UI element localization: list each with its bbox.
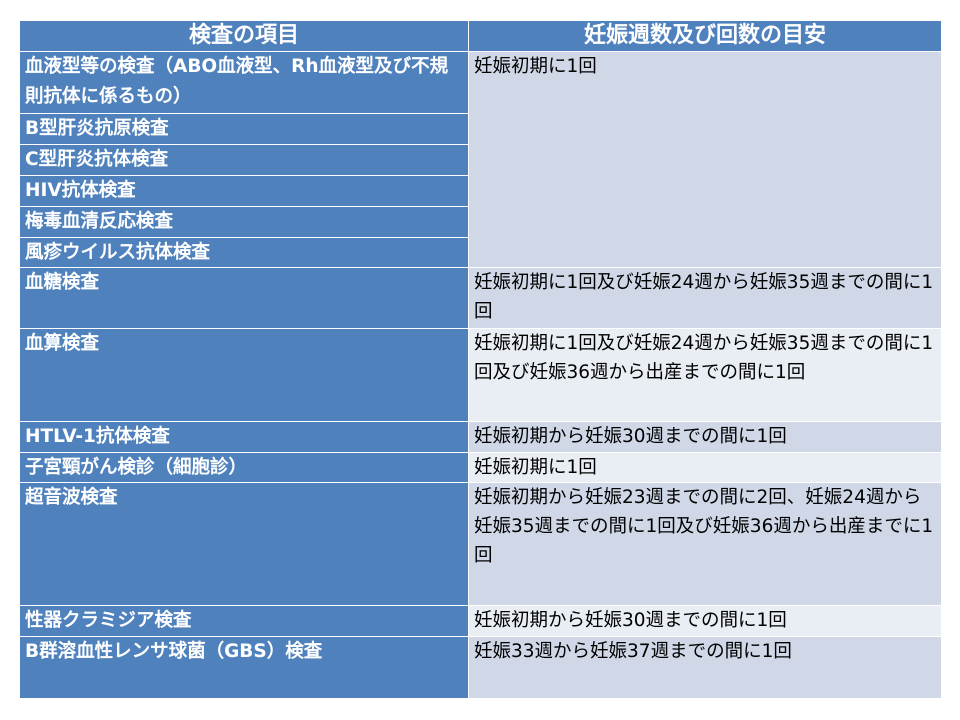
exam-schedule: 妊娠初期から妊娠30週までの間に1回 [468, 421, 942, 453]
table-row: 血算検査 妊娠初期に1回及び妊娠24週から妊娠35週までの間に1回及び妊娠36週… [19, 328, 942, 422]
exam-item: C型肝炎抗体検査 [19, 144, 469, 176]
table-row: 子宮頸がん検診（細胞診） 妊娠初期に1回 [19, 452, 942, 483]
exam-item: 血算検査 [19, 328, 469, 422]
table-row: 風疹ウイルス抗体検査 [19, 237, 942, 268]
exam-item: 梅毒血清反応検査 [19, 206, 469, 238]
exam-schedule-table: 検査の項目 妊娠週数及び回数の目安 血液型等の検査（ABO血液型、Rh血液型及び… [19, 20, 942, 699]
table-row: 超音波検査 妊娠初期から妊娠23週までの間に2回、妊娠24週から妊娠35週までの… [19, 482, 942, 606]
exam-item: 性器クラミジア検査 [19, 605, 469, 637]
header-schedule: 妊娠週数及び回数の目安 [468, 20, 942, 52]
exam-item: 風疹ウイルス抗体検査 [19, 237, 469, 268]
header-exam-item: 検査の項目 [19, 20, 469, 52]
exam-item: 子宮頸がん検診（細胞診） [19, 452, 469, 483]
exam-schedule: 妊娠33週から妊娠37週までの間に1回 [468, 636, 942, 699]
exam-item: 血液型等の検査（ABO血液型、Rh血液型及び不規則抗体に係るもの） [19, 51, 469, 114]
table-row: 血液型等の検査（ABO血液型、Rh血液型及び不規則抗体に係るもの） 妊娠初期に1… [19, 51, 942, 268]
table-header-row: 検査の項目 妊娠週数及び回数の目安 [19, 20, 942, 52]
exam-item: B群溶血性レンサ球菌（GBS）検査 [19, 636, 469, 699]
table-row: B型肝炎抗原検査 [19, 113, 942, 145]
exam-item: HTLV-1抗体検査 [19, 421, 469, 453]
table-row: 梅毒血清反応検査 [19, 206, 942, 238]
table-row: C型肝炎抗体検査 [19, 144, 942, 176]
table-row: HTLV-1抗体検査 妊娠初期から妊娠30週までの間に1回 [19, 421, 942, 453]
exam-schedule: 妊娠初期に1回 [468, 452, 942, 483]
exam-schedule: 妊娠初期から妊娠23週までの間に2回、妊娠24週から妊娠35週までの間に1回及び… [468, 482, 942, 606]
exam-item: HIV抗体検査 [19, 175, 469, 207]
exam-schedule: 妊娠初期に1回 [468, 51, 942, 268]
exam-item: 血糖検査 [19, 267, 469, 329]
exam-item: B型肝炎抗原検査 [19, 113, 469, 145]
exam-item: 超音波検査 [19, 482, 469, 606]
table-row: B群溶血性レンサ球菌（GBS）検査 妊娠33週から妊娠37週までの間に1回 [19, 636, 942, 699]
table-row: 性器クラミジア検査 妊娠初期から妊娠30週までの間に1回 [19, 605, 942, 637]
exam-schedule: 妊娠初期に1回及び妊娠24週から妊娠35週までの間に1回 [468, 267, 942, 329]
exam-schedule: 妊娠初期に1回及び妊娠24週から妊娠35週までの間に1回及び妊娠36週から出産ま… [468, 328, 942, 422]
exam-schedule: 妊娠初期から妊娠30週までの間に1回 [468, 605, 942, 637]
table-row: 血糖検査 妊娠初期に1回及び妊娠24週から妊娠35週までの間に1回 [19, 267, 942, 329]
